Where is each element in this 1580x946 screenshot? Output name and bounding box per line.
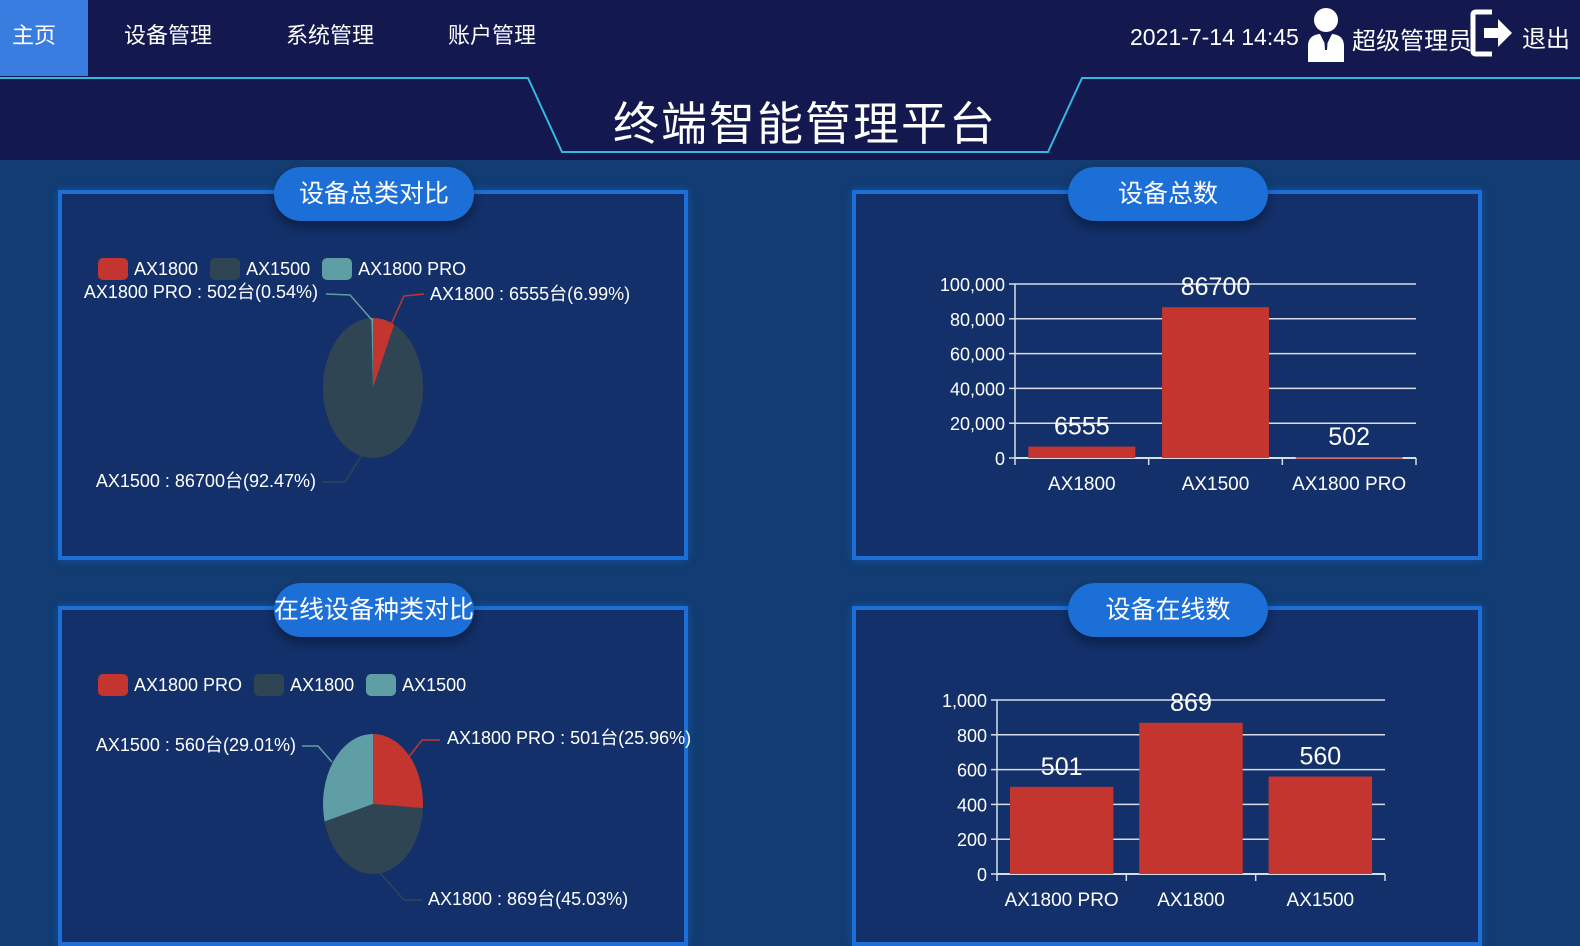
legend-online-pie: AX1800 PRO AX1800 AX1500	[98, 674, 478, 696]
legend-label: AX1500	[402, 674, 467, 695]
title-frame	[0, 77, 1580, 153]
panel-title-online-bar: 设备在线数	[1068, 583, 1268, 637]
datetime: 2021-7-14 14:45	[1130, 24, 1299, 50]
y-tick-label: 40,000	[950, 379, 1005, 399]
pie-slice-label: AX1800 : 6555台(6.99%)	[430, 284, 630, 304]
bar-value-label: 560	[1299, 743, 1341, 771]
x-tick-label: AX1800	[1048, 474, 1116, 495]
user-name: 超级管理员	[1352, 27, 1472, 55]
x-tick-label: AX1800 PRO	[1005, 890, 1119, 911]
user-icon	[1308, 8, 1344, 62]
x-tick-label: AX1800	[1157, 890, 1225, 911]
legend-label: AX1500	[246, 258, 311, 279]
panel-title-online-pie: 在线设备种类对比	[274, 583, 474, 637]
bar	[1009, 786, 1114, 874]
bar-value-label: 502	[1328, 423, 1370, 451]
legend-item[interactable]: AX1500	[210, 258, 310, 280]
y-tick-label: 400	[957, 795, 987, 815]
bar-value-label: 869	[1170, 689, 1212, 717]
logout-button[interactable]: 退出	[1470, 6, 1570, 60]
bar	[1295, 457, 1403, 459]
y-tick-label: 0	[995, 449, 1005, 469]
pie-slice-label: AX1800 PRO : 502台(0.54%)	[84, 282, 318, 302]
legend-label: AX1800	[134, 258, 199, 279]
legend-label: AX1800 PRO	[358, 258, 467, 279]
bar	[1268, 776, 1373, 874]
logout-icon	[1470, 9, 1512, 57]
pie-slice	[323, 734, 373, 822]
panel-title-total-pie: 设备总类对比	[274, 167, 474, 221]
pie-slice	[324, 804, 423, 874]
bar	[1139, 722, 1243, 874]
y-tick-label: 200	[957, 830, 987, 850]
pie-slice-label: AX1800 : 869台(45.03%)	[428, 889, 628, 909]
y-tick-label: 80,000	[950, 310, 1005, 330]
y-tick-label: 20,000	[950, 414, 1005, 434]
nav-item-account-management[interactable]: 账户管理	[448, 23, 537, 48]
pie-slice	[371, 318, 373, 388]
legend-swatch	[98, 674, 128, 696]
pie-leader-line	[407, 739, 440, 759]
main-nav: 主页 设备管理 系统管理 账户管理	[0, 0, 536, 76]
pie-leader-line	[379, 872, 422, 901]
legend-item[interactable]: AX1800	[254, 674, 354, 696]
logout-label: 退出	[1522, 25, 1570, 53]
pie-leader-line	[302, 745, 333, 763]
pie-leader-line	[325, 293, 373, 321]
pie-slice-label: AX1500 : 86700台(92.47%)	[96, 471, 316, 491]
pie-slice-label: AX1800 PRO : 501台(25.96%)	[447, 728, 691, 748]
pie-leader-line	[322, 454, 363, 483]
nav-item-device-management[interactable]: 设备管理	[124, 23, 213, 48]
legend-item[interactable]: AX1800	[98, 258, 198, 280]
y-tick-label: 1,000	[942, 691, 987, 711]
legend-swatch	[98, 258, 128, 280]
user-menu[interactable]: 超级管理员	[1306, 6, 1472, 64]
legend-item[interactable]: AX1800 PRO	[322, 258, 466, 280]
pie-slice	[373, 318, 395, 388]
legend-label: AX1800	[290, 674, 355, 695]
legend-swatch	[366, 674, 397, 696]
legend-total-pie: AX1800 AX1500 AX1800 PRO	[98, 258, 478, 280]
bar	[1028, 446, 1136, 458]
nav-item-home[interactable]: 主页	[0, 0, 88, 76]
y-tick-label: 0	[977, 865, 987, 885]
bar-value-label: 501	[1041, 753, 1083, 781]
bar	[1162, 307, 1269, 458]
legend-item[interactable]: AX1800 PRO	[98, 674, 242, 696]
pie-slice-label: AX1500 : 560台(29.01%)	[96, 735, 296, 755]
x-tick-label: AX1500	[1287, 890, 1355, 911]
bar-value-label: 86700	[1181, 273, 1251, 301]
legend-item[interactable]: AX1500	[366, 674, 466, 696]
nav-item-system-management[interactable]: 系统管理	[286, 23, 375, 48]
y-tick-label: 600	[957, 761, 987, 781]
y-tick-label: 60,000	[950, 345, 1005, 365]
legend-label: AX1800 PRO	[134, 674, 243, 695]
y-tick-label: 800	[957, 726, 987, 746]
bar-value-label: 6555	[1054, 413, 1110, 441]
legend-swatch	[254, 674, 285, 696]
x-tick-label: AX1500	[1182, 474, 1250, 495]
x-tick-label: AX1800 PRO	[1292, 474, 1406, 495]
y-tick-label: 100,000	[940, 275, 1005, 295]
legend-swatch	[210, 258, 241, 280]
pie-slice	[323, 318, 424, 458]
panel-title-total-bar: 设备总数	[1068, 167, 1268, 221]
pie-leader-line	[383, 293, 425, 341]
page-title: 终端智能管理平台	[613, 98, 997, 150]
legend-swatch	[322, 258, 353, 280]
pie-slice	[373, 734, 423, 809]
